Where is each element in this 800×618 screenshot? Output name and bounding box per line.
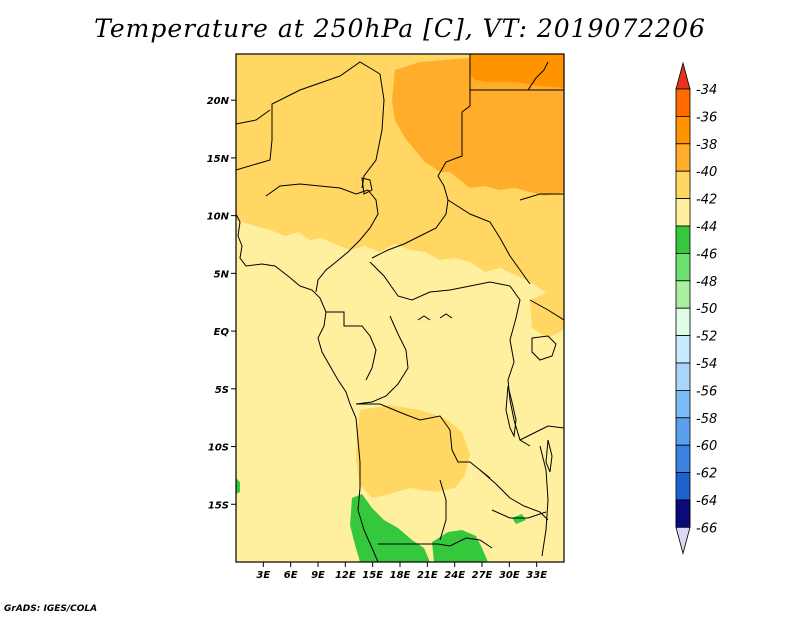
colorbar-level-label: -42 [696, 193, 717, 208]
colorbar-swatch [675, 362, 691, 391]
border-chad-car [371, 112, 463, 259]
region-minus40-south [356, 405, 470, 498]
colorbar-swatch [675, 252, 691, 282]
colorbar-level-label: -52 [696, 330, 717, 345]
colorbar-level-label: -66 [696, 521, 717, 536]
colorbar-level-label: -46 [696, 247, 717, 262]
border-uganda-kenya [529, 299, 564, 321]
colorbar-top-arrow [675, 61, 691, 90]
border-malawi [539, 445, 549, 557]
border-algeria-niger [236, 61, 381, 171]
lon-tick-label: 6E [284, 570, 298, 581]
drc-small-lakes [417, 313, 453, 321]
colorbar-level-label: -50 [696, 302, 717, 317]
lon-tick-label: 27E [472, 570, 493, 581]
colorbar-swatch [675, 307, 691, 337]
region-minus44-edge [236, 478, 240, 494]
temperature-field [236, 54, 564, 562]
colorbar-swatch [675, 88, 691, 117]
lat-tick-label: 10S [208, 443, 229, 454]
border-libya-sudan [461, 54, 471, 113]
colorbar-swatch [675, 116, 691, 145]
lon-tick-label: 9E [311, 570, 325, 581]
colorbar-swatch [675, 444, 691, 474]
region-minus36 [470, 54, 564, 88]
lake-malawi [545, 439, 553, 473]
colorbar-level-label: -56 [696, 384, 717, 399]
region-minus44-small [512, 514, 526, 524]
colorbar-level-label: -44 [696, 220, 717, 235]
colorbar-swatch [675, 472, 691, 501]
colorbar-level-label: -48 [696, 275, 717, 290]
colorbar-swatch [675, 198, 691, 227]
colorbar-swatch [675, 170, 691, 199]
colorbar-level-label: -58 [696, 412, 717, 427]
lon-tick-label: 15E [362, 570, 383, 581]
region-minus44-east [432, 530, 488, 562]
border-ethiopia [519, 193, 564, 201]
nile-delta-coast [527, 61, 549, 91]
border-mali-niger [236, 109, 271, 125]
map-title: Temperature at 250hPa [C], VT: 201907220… [94, 14, 706, 43]
colorbar-swatch [675, 335, 691, 364]
border-angola-namibia [378, 537, 493, 549]
border-angola-zambia [439, 479, 447, 541]
colorbar-level-label: -64 [696, 494, 717, 509]
lake-tanganyika [505, 385, 517, 438]
border-congo-gabon [326, 311, 377, 381]
colorbar-bottom-arrow [675, 527, 691, 555]
colorbar-level-label: -62 [696, 467, 717, 482]
lake-victoria [531, 335, 557, 361]
lat-tick-label: 15S [208, 500, 229, 511]
lat-tick-label: 20N [207, 96, 230, 107]
border-congo-drc [355, 315, 409, 405]
lat-tick-label: 10N [207, 212, 230, 223]
colorbar-swatch [675, 389, 691, 419]
border-sudan-ss [447, 199, 531, 285]
colorbar-level-label: -40 [696, 165, 717, 180]
border-niger-nigeria [265, 183, 369, 197]
colorbar-level-label: -34 [696, 83, 717, 98]
colorbar-swatch [675, 280, 691, 309]
lon-tick-label: 12E [335, 570, 356, 581]
coastline-west [236, 213, 379, 562]
longitude-axis: 3E 6E 9E 12E 15E 18E 21E 24E 27E 30E 33E [256, 562, 547, 581]
region-minus40-east [530, 288, 564, 338]
lat-tick-label: 5S [215, 385, 229, 396]
lake-chad [361, 177, 373, 195]
colorbar-swatch [675, 225, 691, 254]
lon-tick-label: 30E [499, 570, 520, 581]
colorbar-level-label: -54 [696, 357, 717, 372]
lat-tick-label: 5N [214, 269, 230, 280]
lon-tick-label: 24E [444, 570, 465, 581]
border-car-drc [369, 261, 511, 301]
lon-tick-label: 33E [526, 570, 547, 581]
colorbar-level-label: -36 [696, 110, 717, 125]
region-minus44-west [350, 494, 430, 562]
colorbar-level-label: -38 [696, 138, 717, 153]
lat-tick-label: 15N [207, 154, 230, 165]
footer-credit: GrADS: IGES/COLA [4, 604, 98, 614]
colorbar-level-label: -60 [696, 439, 717, 454]
colorbar-swatch [675, 417, 691, 446]
lat-tick-label: EQ [214, 327, 230, 338]
border-drc-east [507, 285, 531, 447]
colorbar-swatch [675, 143, 691, 172]
zambia-zimbabwe [491, 509, 547, 519]
lon-tick-label: 21E [417, 570, 438, 581]
borders [236, 54, 564, 562]
colorbar: -34 -36 -38 -40 -42 -44 -46 -48 -50 -52 -54 -56 -58 -… [675, 61, 717, 555]
lon-tick-label: 3E [256, 570, 270, 581]
latitude-axis: 20N 15N 10N 5N EQ 5S 10S 15S [207, 96, 236, 511]
lon-tick-label: 18E [390, 570, 411, 581]
colorbar-swatch [675, 499, 691, 528]
border-drc-angola [356, 403, 491, 479]
border-nigeria-cameroon [315, 189, 379, 293]
border-tanzania [519, 425, 564, 441]
